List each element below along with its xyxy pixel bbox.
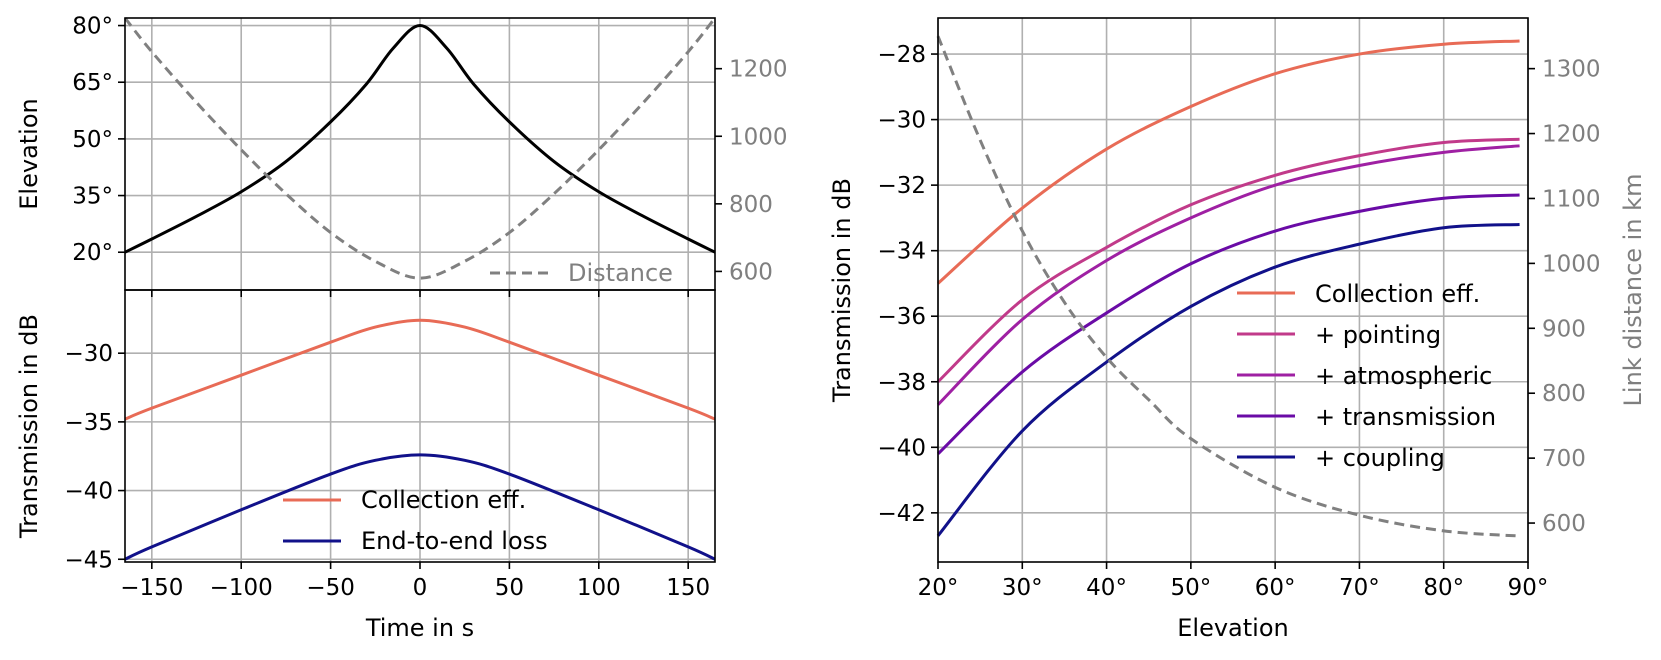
x-tick-label: 0 xyxy=(413,575,428,601)
link-distance-y-axis-label: Link distance in km xyxy=(1619,174,1647,407)
y-tick-label: −32 xyxy=(877,173,926,199)
elevation-legend: Collection eff. + pointing + atmospheric… xyxy=(1237,280,1496,472)
y-tick-label: −28 xyxy=(877,42,926,68)
y2-tick-label: 1300 xyxy=(1542,57,1601,83)
x-tick-label: 30° xyxy=(1002,575,1043,601)
x-tick-label: 90° xyxy=(1508,575,1549,601)
y2-tick-label: 600 xyxy=(1542,511,1586,537)
x-tick-label: −50 xyxy=(306,575,355,601)
x-tick-label: −150 xyxy=(120,575,183,601)
grid-layer xyxy=(125,18,1529,562)
y-tick-label: 50° xyxy=(72,127,113,153)
y2-tick-label: 1100 xyxy=(1542,186,1601,212)
series-line-elevation xyxy=(124,24,716,254)
series-line-collection-eff xyxy=(124,318,716,421)
y2-tick-label: 1000 xyxy=(729,124,788,150)
y-tick-label: −40 xyxy=(64,479,113,505)
y-tick-label: −42 xyxy=(877,501,926,527)
distance-legend: Distance xyxy=(490,259,673,287)
y-tick-label: −36 xyxy=(877,304,926,330)
legend-label-transmission: + transmission xyxy=(1315,403,1496,431)
legend-label-collection-eff: Collection eff. xyxy=(361,486,526,514)
time-legend: Collection eff. End-to-end loss xyxy=(283,486,548,555)
x-tick-label: −100 xyxy=(210,575,273,601)
legend-label-collection-eff-right: Collection eff. xyxy=(1315,280,1480,308)
y-tick-label: −30 xyxy=(877,108,926,134)
y-tick-label: 20° xyxy=(72,240,113,266)
y-tick-label: 65° xyxy=(72,70,113,96)
y-tick-label: −40 xyxy=(877,435,926,461)
legend-layer: Distance Collection eff. End-to-end loss… xyxy=(283,259,1496,555)
y2-tick-label: 1200 xyxy=(1542,122,1601,148)
y2-tick-label: 1200 xyxy=(729,57,788,83)
x-tick-label: 150 xyxy=(666,575,710,601)
transmission-elevation-plot-frame xyxy=(937,17,1529,563)
x-tick-label: 20° xyxy=(918,575,959,601)
x-tick-label: 70° xyxy=(1339,575,1380,601)
x-tick-label: 100 xyxy=(577,575,621,601)
time-x-axis-label: Time in s xyxy=(365,614,474,642)
y-tick-label: −30 xyxy=(64,341,113,367)
transmission-elevation-y-axis-label: Transmission in dB xyxy=(828,178,856,403)
y2-tick-label: 800 xyxy=(729,192,773,218)
y-tick-label: 35° xyxy=(72,184,113,210)
series-line-pointing xyxy=(936,137,1520,383)
series-line-transmission xyxy=(936,193,1520,455)
y-tick-label: 80° xyxy=(72,14,113,40)
legend-label-coupling: + coupling xyxy=(1315,444,1445,472)
series-line-end-to-end-loss xyxy=(124,453,716,561)
series-line-distance xyxy=(936,35,1520,538)
y-tick-label: −38 xyxy=(877,370,926,396)
legend-label-end-to-end-loss: End-to-end loss xyxy=(361,527,548,555)
x-tick-label: 50 xyxy=(495,575,524,601)
axis-label-layer: Elevation Transmission in dB Time in s T… xyxy=(15,98,1647,642)
y2-tick-label: 600 xyxy=(729,259,773,285)
y-tick-label: −35 xyxy=(64,410,113,436)
x-tick-label: 40° xyxy=(1086,575,1127,601)
plot-lines-layer xyxy=(123,17,1520,561)
series-line-atmospheric xyxy=(936,144,1520,406)
elevation-x-axis-label: Elevation xyxy=(1177,614,1288,642)
legend-label-pointing: + pointing xyxy=(1315,321,1441,349)
x-tick-label: 80° xyxy=(1423,575,1464,601)
transmission-time-y-axis-label: Transmission in dB xyxy=(15,314,43,539)
y-tick-label: −45 xyxy=(64,547,113,573)
y2-tick-label: 700 xyxy=(1542,446,1586,472)
x-tick-label: 60° xyxy=(1255,575,1296,601)
y2-tick-label: 900 xyxy=(1542,316,1586,342)
y2-tick-label: 800 xyxy=(1542,381,1586,407)
legend-label-atmospheric: + atmospheric xyxy=(1315,362,1492,390)
x-tick-label: 50° xyxy=(1170,575,1211,601)
series-line-distance xyxy=(123,17,717,280)
legend-label-distance: Distance xyxy=(568,259,673,287)
elevation-y-axis-label: Elevation xyxy=(15,98,43,209)
y-tick-label: −34 xyxy=(877,239,926,265)
y2-tick-label: 1000 xyxy=(1542,251,1601,277)
series-line-coupling xyxy=(936,222,1520,537)
tick-layer: 20°35°50°65°80°60080010001200−45−40−35−3… xyxy=(64,14,1600,601)
series-line-collection-eff xyxy=(937,39,1520,285)
